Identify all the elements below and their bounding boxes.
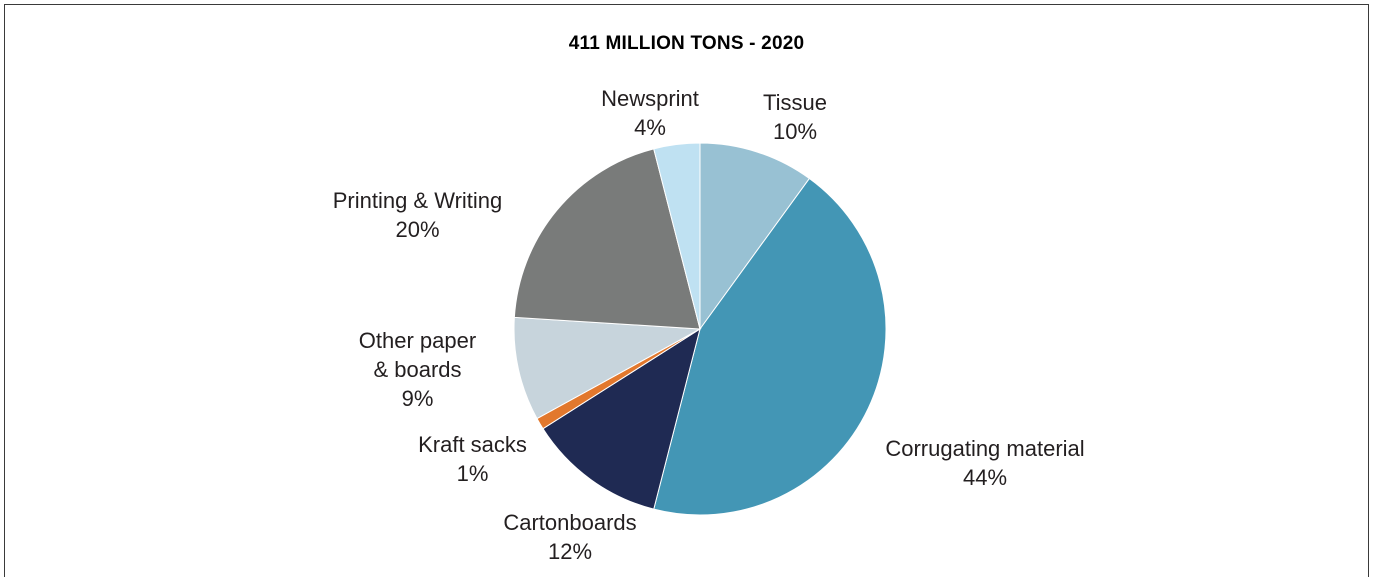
- label-printing-writing: Printing & Writing 20%: [300, 186, 535, 244]
- slice-tissue: [699, 142, 811, 331]
- label-newsprint-name: Newsprint: [601, 86, 699, 111]
- label-other-paper-boards: Other paper & boards 9%: [335, 326, 500, 413]
- label-printing-writing-value: 20%: [395, 217, 440, 242]
- chart-title: 411 MILLION TONS - 2020: [568, 33, 805, 54]
- label-newsprint: Newsprint 4%: [575, 84, 725, 142]
- label-cartonboards: Cartonboards 12%: [480, 508, 660, 566]
- slice-other-paper-boards: [513, 316, 702, 420]
- label-other-paper-boards-value: 9%: [401, 386, 434, 411]
- label-other-paper-boards-line2: & boards: [373, 357, 462, 382]
- label-cartonboards-value: 12%: [547, 539, 593, 564]
- label-tissue: Tissue 10%: [740, 88, 850, 146]
- slice-corrugating-material: [653, 177, 887, 516]
- label-corrugating-material-name: Corrugating material: [885, 436, 1085, 461]
- label-kraft-sacks-value: 1%: [456, 461, 489, 486]
- slice-newsprint: [653, 142, 701, 330]
- label-kraft-sacks: Kraft sacks 1%: [400, 430, 545, 488]
- slice-cartonboards: [542, 327, 701, 510]
- label-printing-writing-name: Printing & Writing: [332, 188, 503, 213]
- label-other-paper-boards-line1: Other paper: [358, 328, 477, 353]
- label-tissue-value: 10%: [772, 119, 818, 144]
- label-newsprint-value: 4%: [634, 115, 666, 140]
- slice-printing-writing: [513, 148, 701, 330]
- label-corrugating-material-value: 44%: [962, 465, 1008, 490]
- label-tissue-name: Tissue: [763, 90, 827, 115]
- label-corrugating-material: Corrugating material 44%: [855, 434, 1115, 492]
- label-cartonboards-name: Cartonboards: [503, 510, 637, 535]
- label-kraft-sacks-name: Kraft sacks: [418, 432, 527, 457]
